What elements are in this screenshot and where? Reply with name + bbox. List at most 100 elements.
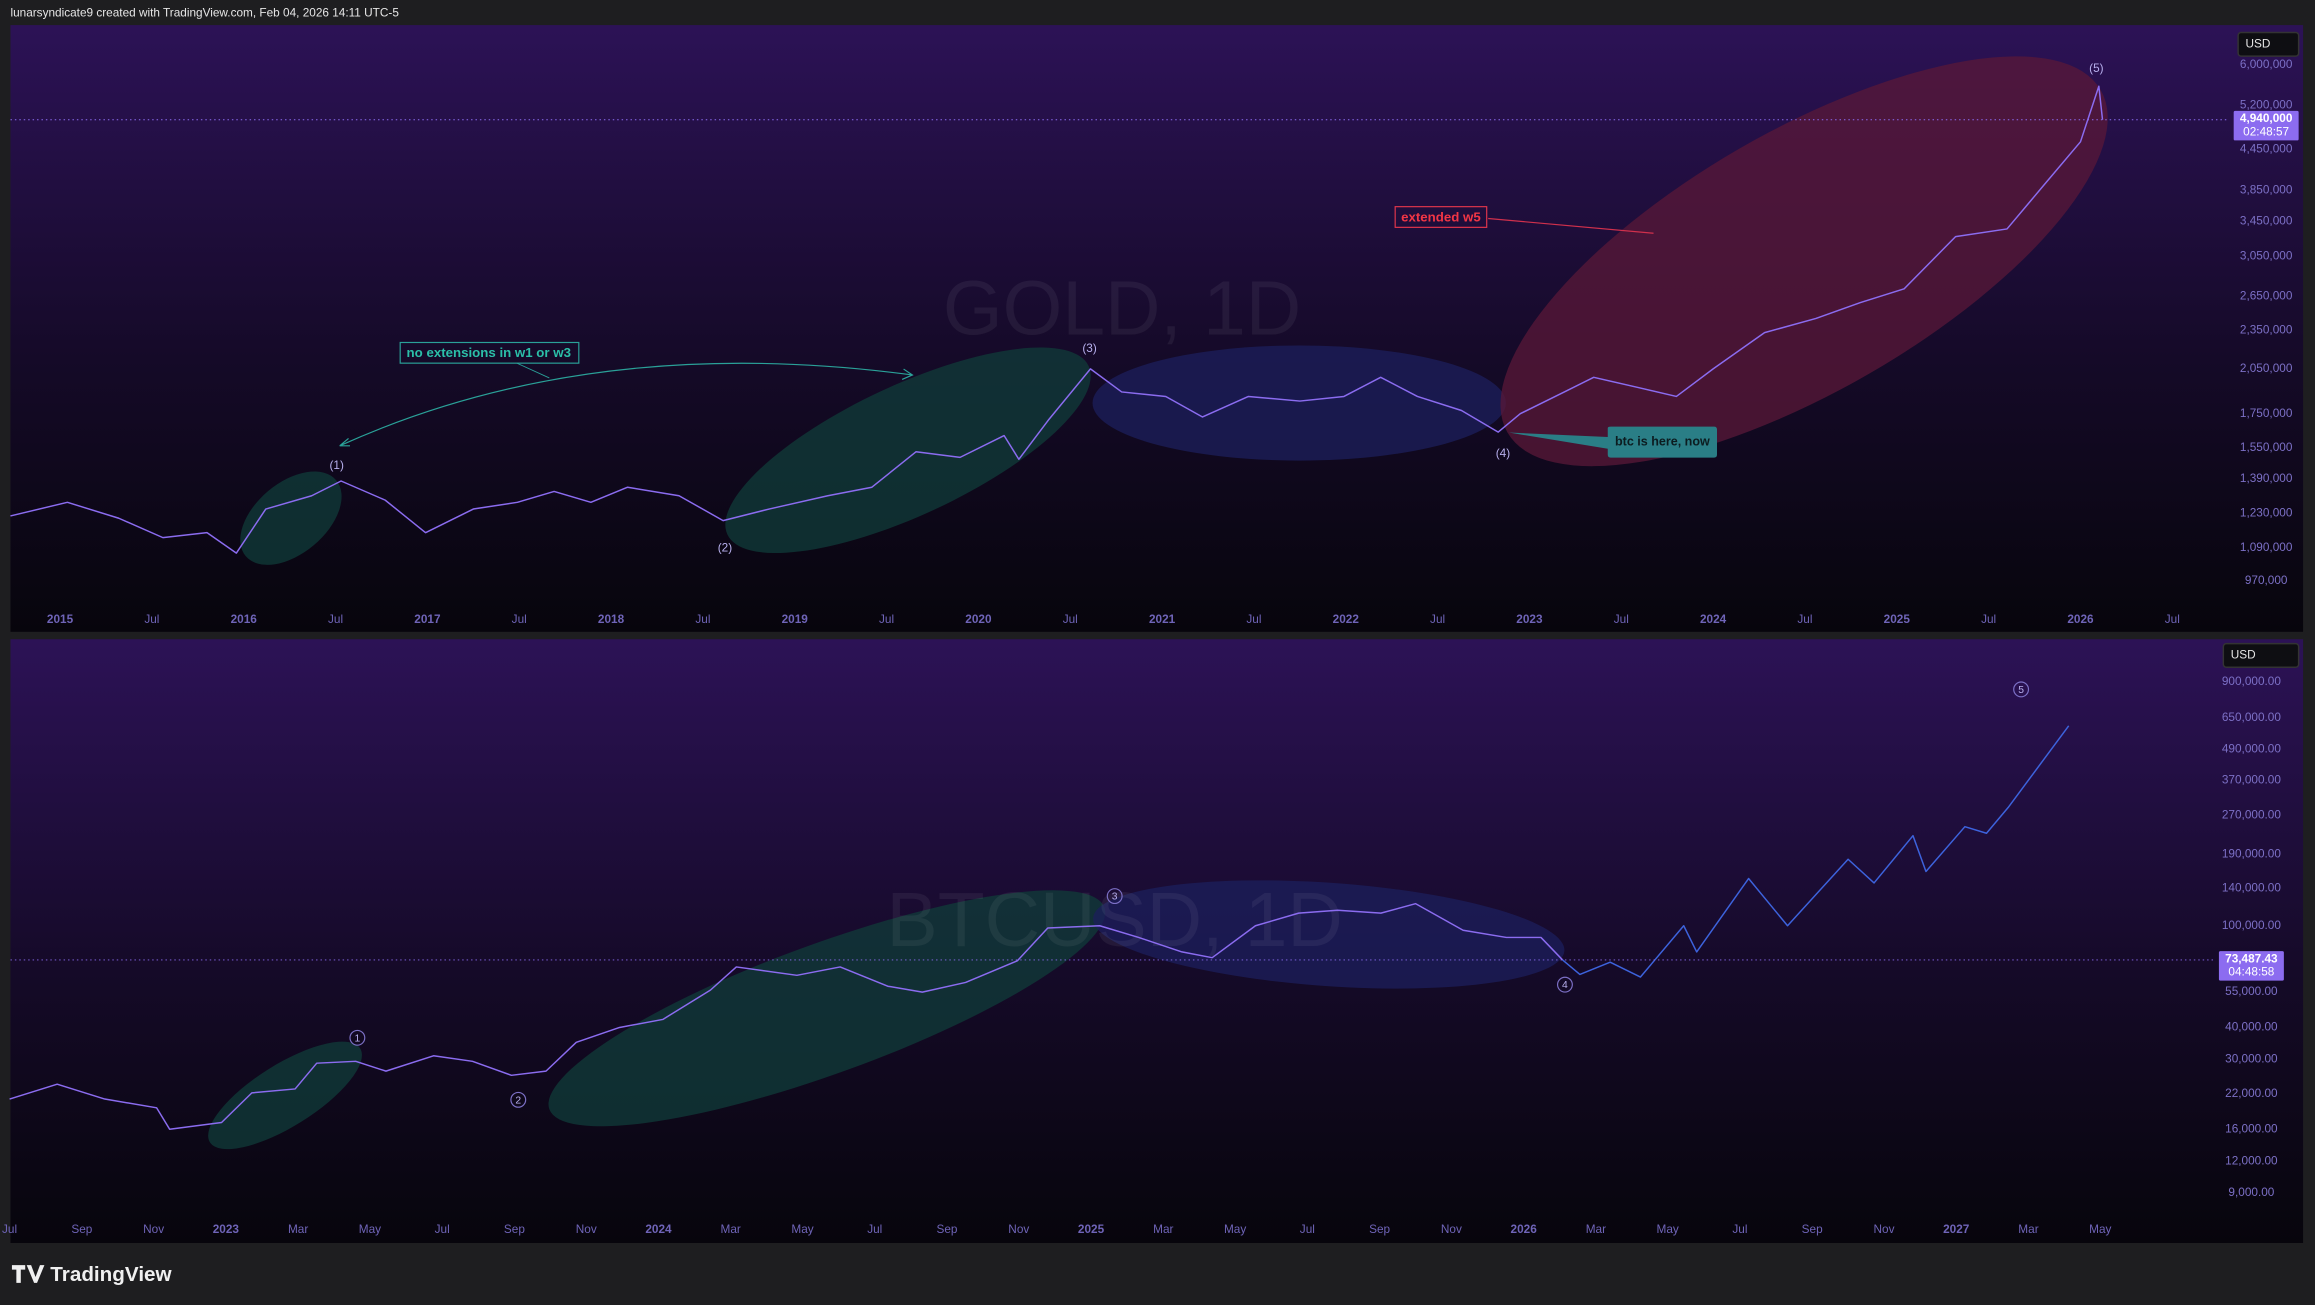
wave-label: (2) [718,541,732,555]
x-tick-label: 2023 [1516,612,1543,626]
y-tick-label: 1,090,000 [2240,540,2293,554]
footer-text: TradingView [50,1263,172,1286]
x-tick-label: 2021 [1149,612,1176,626]
wave-label: (4) [1496,446,1510,460]
footer-logo: TradingView [11,1263,173,1286]
x-tick-label: Jul [1246,612,1261,626]
x-tick-label: Nov [143,1222,164,1236]
price-line [9,902,1564,1130]
chart-pane: BTCUSD, 1D 900,000.00 650,000.00 490,000.00… [2,642,2300,1236]
x-tick-label: Jul [1300,1222,1315,1236]
y-tick-label: 190,000.00 [2222,847,2281,861]
y-tick-label: 3,850,000 [2240,182,2293,196]
x-tick-label: Jul [1797,612,1812,626]
callout [1508,426,1717,458]
x-tick-label: Nov [1008,1222,1029,1236]
x-tick-label: Jul [1732,1222,1747,1236]
x-tick-label: Jul [1063,612,1078,626]
highlight-ellipse [725,347,1091,554]
x-tick-label: 2016 [231,612,258,626]
x-tick-label: Jul [328,612,343,626]
wave-label: (1) [329,458,343,472]
annotation-arrow [339,362,914,447]
x-tick-label: Jul [1981,612,1996,626]
x-tick-label: 2018 [598,612,625,626]
wave-circle [1106,888,1123,905]
x-tick-label: 2023 [213,1222,240,1236]
x-tick-label: 2017 [414,612,441,626]
wave-label: (5) [2089,61,2103,75]
y-tick-label: 55,000.00 [2225,984,2278,998]
annotation-box [1394,206,1488,228]
y-tick-label: 9,000.00 [2228,1185,2274,1199]
wave-label: 2 [515,1095,521,1106]
x-tick-label: May [1657,1222,1679,1236]
price-line [1562,725,2070,978]
y-tick-label: 370,000.00 [2222,773,2281,787]
highlight-ellipse [548,890,1106,1127]
x-tick-label: Sep [504,1222,525,1236]
wave-label: 4 [1562,980,1568,991]
logo-mark [11,1265,45,1283]
highlight-ellipse [1500,56,2108,467]
x-tick-label: 2020 [965,612,992,626]
highlight-ellipse [1092,345,1506,461]
y-tick-label: 6,000,000 [2240,57,2293,71]
last-price-label: 73,487.43 [2225,951,2278,965]
currency-label: USD [2245,36,2270,50]
x-tick-label: 2024 [645,1222,672,1236]
currency-button[interactable] [2222,642,2300,669]
x-tick-label: Mar [1153,1222,1173,1236]
last-price-label: 4,940,000 [2240,111,2293,125]
y-tick-label: 2,050,000 [2240,361,2293,375]
y-tick-label: 1,230,000 [2240,506,2293,520]
annotation-text: extended w5 [1401,209,1481,224]
x-tick-label: May [359,1222,381,1236]
x-tick-label: Jul [2165,612,2180,626]
y-tick-label: 1,390,000 [2240,471,2293,485]
countdown: 04:48:58 [2228,965,2274,979]
y-tick-label: 22,000.00 [2225,1086,2278,1100]
y-tick-label: 2,350,000 [2240,322,2293,336]
x-tick-label: Sep [1802,1222,1823,1236]
charts: GOLD, 1D 6,000,000 5,200,000 4,450,000 3,850… [2,31,2300,1236]
x-tick-label: Jul [144,612,159,626]
y-tick-label: 30,000.00 [2225,1052,2278,1066]
x-tick-label: 2025 [1884,612,1911,626]
x-tick-label: Mar [1586,1222,1606,1236]
watermark: BTCUSD, 1D [887,878,1343,963]
x-tick-label: Jul [512,612,527,626]
x-tick-label: 2024 [1700,612,1727,626]
x-tick-label: Mar [288,1222,308,1236]
header-text: lunarsyndicate9 created with TradingView… [10,5,399,19]
x-tick-label: 2026 [2067,612,2094,626]
price-line [10,85,2104,554]
wave-label: 5 [2018,685,2024,696]
highlight-ellipse [1093,880,1565,989]
x-tick-label: May [1224,1222,1246,1236]
x-tick-label: Sep [937,1222,958,1236]
currency-label: USD [2231,648,2256,662]
wave-circle [1556,976,1573,993]
y-tick-label: 5,200,000 [2240,97,2293,111]
currency-button[interactable] [2237,31,2300,57]
x-tick-label: 2027 [1943,1222,1970,1236]
x-tick-label: Sep [71,1222,92,1236]
highlight-ellipse [240,471,342,565]
y-tick-label: 270,000.00 [2222,808,2281,822]
x-tick-label: Nov [1441,1222,1462,1236]
x-tick-label: Sep [1369,1222,1390,1236]
y-tick-label: 12,000.00 [2225,1153,2278,1167]
annotation-leader [1488,217,1654,234]
x-tick-label: Jul [435,1222,450,1236]
wave-circle [349,1029,366,1046]
x-tick-label: 2015 [47,612,74,626]
y-tick-label: 900,000.00 [2222,674,2281,688]
x-tick-label: Jul [867,1222,882,1236]
wave-label: 3 [1112,892,1118,903]
y-tick-label: 3,450,000 [2240,214,2293,228]
wave-circle [510,1091,527,1108]
callout-text: btc is here, now [1615,434,1710,448]
chart-pane: GOLD, 1D 6,000,000 5,200,000 4,450,000 3,850… [10,31,2300,626]
y-tick-label: 40,000.00 [2225,1020,2278,1034]
